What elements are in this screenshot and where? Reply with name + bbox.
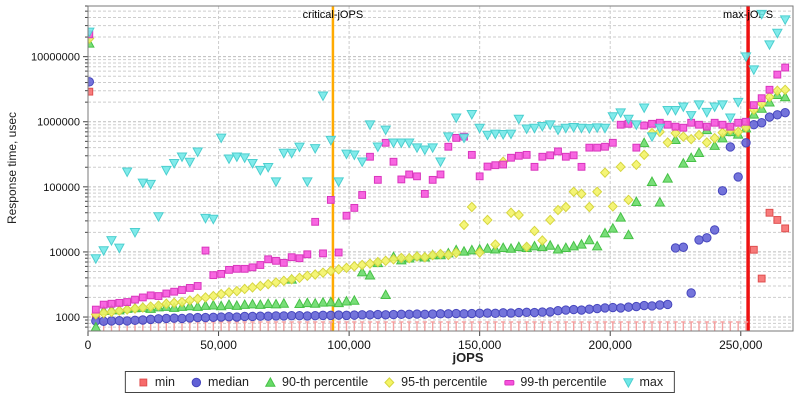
x-tick-label: 0 (85, 338, 92, 352)
data-series (88, 9, 791, 332)
legend-item-min: min (137, 375, 175, 389)
x-tick-label: 150,000 (458, 338, 502, 352)
response-time-chart: critical-jOPS max-jOPS 0 50,000 100,000 150,… (5, 5, 794, 365)
axes: 0 50,000 100,000 150,000 200,000 250,000 1000 1… (31, 5, 794, 352)
legend-item-median: median (190, 375, 249, 389)
p95-marker-icon (384, 376, 395, 388)
legend-item-p90: 90-th percentile (264, 375, 368, 389)
legend-item-p95: 95-th percentile (383, 375, 487, 389)
median-marker-icon (191, 377, 202, 387)
legend: min median 90-th percentile 95-th percentil… (124, 371, 676, 393)
x-tick-label: 50,000 (200, 338, 237, 352)
critical-jops-label: critical-jOPS (303, 9, 364, 21)
reference-lines: critical-jOPS max-jOPS (303, 6, 773, 331)
legend-label: max (639, 375, 664, 389)
series-p99 (88, 30, 790, 314)
min-marker-icon (139, 378, 148, 386)
max-marker-icon (622, 377, 634, 388)
y-tick-label: 10000 (49, 247, 80, 259)
x-tick-label: 250,000 (719, 338, 763, 352)
legend-item-p99: 99-th percentile (502, 375, 607, 389)
series-p95 (88, 33, 791, 320)
series-min (88, 87, 790, 331)
legend-item-max: max (622, 375, 664, 389)
series-max (88, 9, 791, 265)
y-tick-label: 100000 (43, 182, 80, 194)
y-axis-title: Response time, usec (5, 112, 19, 224)
legend-label: median (208, 375, 250, 389)
y-tick-label: 1000 (56, 312, 80, 324)
gridlines (88, 5, 793, 331)
legend-label: min (154, 375, 176, 389)
p90-marker-icon (265, 376, 276, 387)
legend-label: 95-th percentile (401, 375, 488, 389)
y-tick-label: 10000000 (31, 52, 80, 64)
series-median (88, 77, 790, 326)
p99-marker-icon (503, 379, 514, 385)
x-axis-title: jOPS (451, 350, 483, 365)
legend-label: 99-th percentile (520, 375, 607, 389)
x-tick-label: 100,000 (327, 338, 371, 352)
legend-label: 90-th percentile (282, 375, 369, 389)
y-tick-label: 1000000 (37, 117, 80, 129)
x-tick-label: 200,000 (589, 338, 633, 352)
